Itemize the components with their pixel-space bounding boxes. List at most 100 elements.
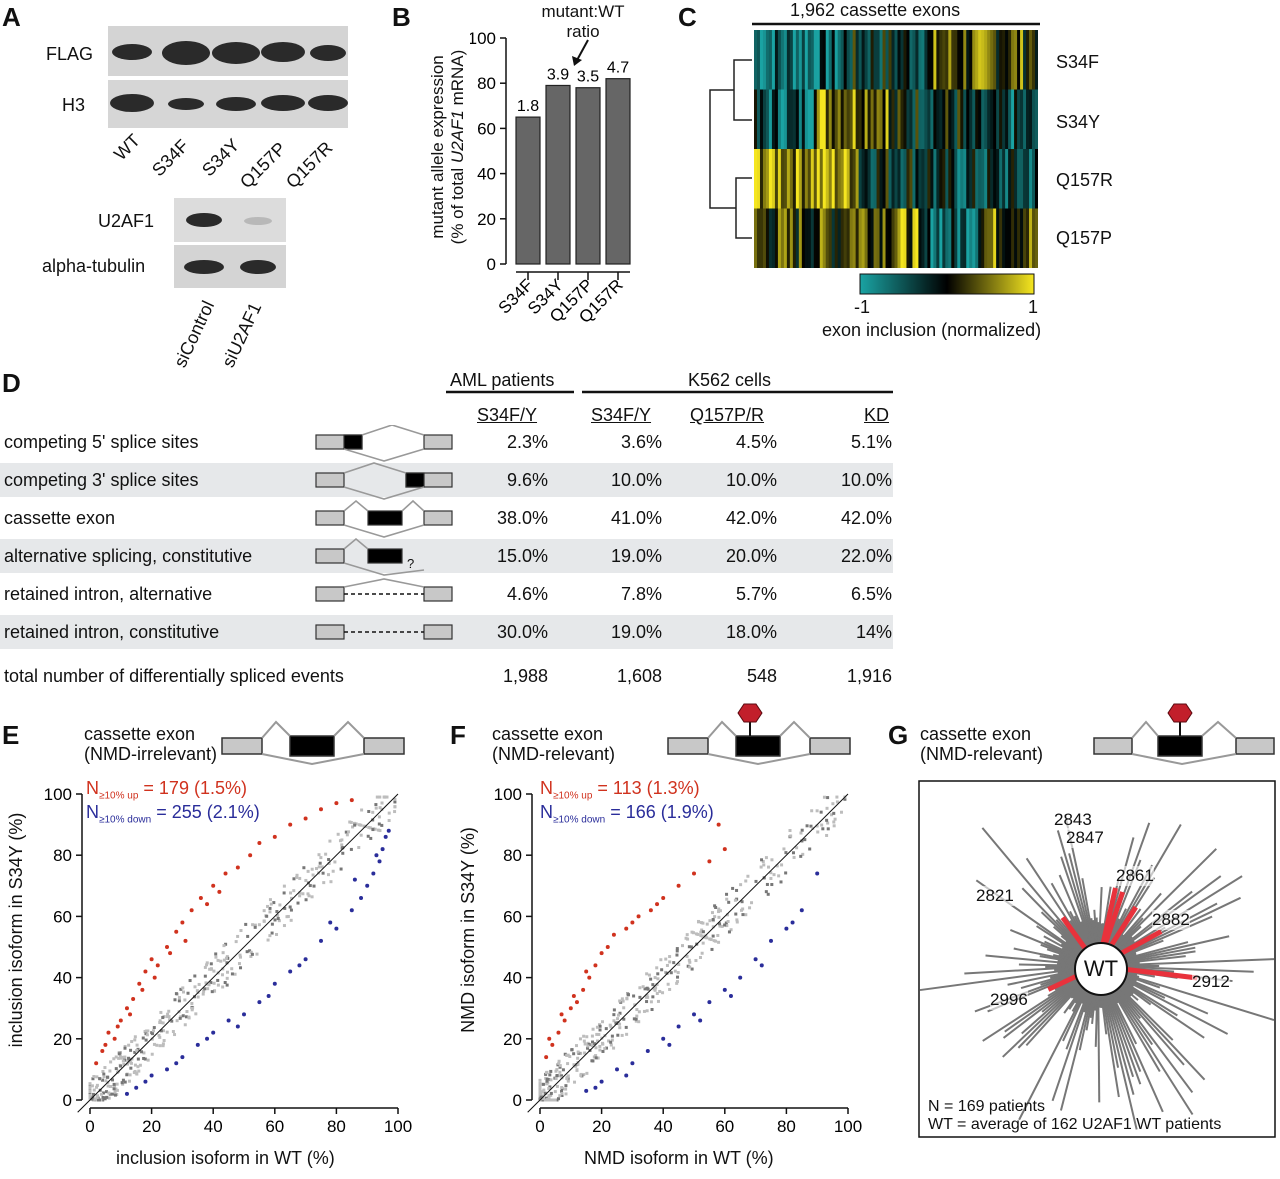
data-point-grey bbox=[140, 1050, 144, 1054]
data-point-grey bbox=[538, 1078, 542, 1082]
heatmap-cell bbox=[792, 89, 797, 150]
data-point-grey bbox=[572, 1063, 576, 1067]
data-point-grey bbox=[714, 939, 718, 943]
data-point-grey bbox=[220, 973, 224, 977]
data-point-grey bbox=[129, 1048, 133, 1052]
data-point bbox=[165, 945, 169, 949]
heatmap-cell bbox=[1032, 149, 1036, 209]
heatmap-cell bbox=[774, 89, 779, 150]
heatmap-cell bbox=[957, 208, 961, 268]
data-point bbox=[235, 865, 240, 870]
scale-min-label: -1 bbox=[854, 297, 871, 317]
data-point bbox=[574, 1000, 579, 1005]
data-point-grey bbox=[130, 1040, 134, 1044]
data-point-grey bbox=[574, 1064, 578, 1068]
data-point-grey bbox=[767, 865, 771, 869]
data-point-grey bbox=[122, 1062, 126, 1066]
heatmap-cell bbox=[861, 149, 866, 209]
data-point-grey bbox=[304, 898, 308, 902]
data-point-grey bbox=[590, 1044, 594, 1048]
data-point-grey bbox=[600, 1041, 604, 1045]
data-point-grey bbox=[717, 940, 721, 944]
data-point bbox=[349, 908, 354, 913]
data-point-grey bbox=[740, 900, 744, 904]
data-point-grey bbox=[610, 1038, 614, 1042]
heatmap-cell bbox=[816, 208, 821, 268]
heatmap-cell bbox=[792, 30, 797, 90]
heatmap-cell bbox=[810, 89, 815, 150]
heatmap-cell bbox=[1026, 149, 1030, 209]
heatmap-cell bbox=[777, 208, 782, 268]
data-point-grey bbox=[212, 981, 216, 985]
data-point bbox=[149, 1073, 154, 1078]
data-point-grey bbox=[759, 865, 763, 869]
heatmap-cell bbox=[885, 30, 890, 90]
data-point-grey bbox=[310, 867, 314, 871]
data-point-grey bbox=[696, 919, 700, 923]
label-2847: 2847 bbox=[1066, 828, 1104, 848]
y-tick-label: 80 bbox=[53, 846, 72, 865]
cassette-exon-diagram-f bbox=[667, 703, 851, 766]
heatmap-cell bbox=[1020, 89, 1024, 150]
data-point-grey bbox=[590, 1040, 594, 1044]
data-point-grey bbox=[647, 973, 651, 977]
heatmap-cell bbox=[921, 30, 925, 90]
data-point-grey bbox=[201, 992, 205, 996]
data-point-grey bbox=[594, 1046, 598, 1050]
data-point-grey bbox=[557, 1074, 561, 1078]
cassette-exon-diagram-e bbox=[221, 720, 405, 766]
data-point-grey bbox=[369, 836, 373, 840]
data-point bbox=[571, 993, 576, 998]
data-point-grey bbox=[111, 1078, 115, 1082]
heatmap-cell bbox=[1014, 208, 1018, 268]
data-point-grey bbox=[764, 856, 768, 860]
heatmap-cell bbox=[1008, 89, 1012, 150]
heatmap-cell bbox=[822, 89, 827, 150]
data-point-grey bbox=[143, 1057, 147, 1061]
data-point-grey bbox=[385, 795, 389, 799]
data-label: 3.5 bbox=[577, 69, 599, 86]
heatmap-cell bbox=[1035, 149, 1038, 209]
heatmap-cell bbox=[765, 208, 770, 268]
data-point-grey bbox=[158, 1044, 162, 1048]
data-point-grey bbox=[592, 1055, 596, 1059]
heatmap-cell bbox=[987, 149, 991, 209]
data-point-grey bbox=[734, 912, 738, 916]
heatmap-cell bbox=[912, 149, 917, 209]
label-2996: 2996 bbox=[990, 990, 1028, 1010]
heatmap-cell bbox=[780, 89, 785, 150]
data-point-grey bbox=[570, 1048, 574, 1052]
data-point-grey bbox=[378, 795, 382, 799]
table-row: retained intron, alternative 4.6% 7.8% 5… bbox=[0, 577, 893, 611]
data-point-grey bbox=[387, 819, 391, 823]
lane-s34y: S34Y bbox=[198, 134, 244, 181]
data-point-grey bbox=[374, 803, 378, 807]
data-point-grey bbox=[315, 867, 319, 871]
heatmap-cell bbox=[918, 30, 923, 90]
panel-d-label: D bbox=[2, 368, 21, 398]
blot-label-h3: H3 bbox=[62, 95, 86, 115]
cell-value: 18.0% bbox=[725, 622, 777, 642]
heatmap-cell bbox=[783, 30, 788, 90]
data-point-grey bbox=[276, 917, 280, 921]
diagonal-line bbox=[77, 793, 399, 1113]
col-header-k562-s34fy: S34F/Y bbox=[591, 405, 652, 425]
data-point-grey bbox=[576, 1050, 580, 1054]
cell-value: 5.1% bbox=[850, 432, 892, 452]
data-point-grey bbox=[225, 983, 229, 987]
heatmap-cell bbox=[897, 208, 902, 268]
data-point-grey bbox=[700, 934, 704, 938]
panel-e-title-line1: cassette exon bbox=[84, 724, 196, 744]
data-point-grey bbox=[653, 988, 657, 992]
data-point-grey bbox=[583, 1042, 587, 1046]
heatmap-cell bbox=[846, 89, 851, 150]
heatmap-cell bbox=[795, 89, 800, 150]
heatmap-cell bbox=[795, 149, 800, 209]
data-point-grey bbox=[225, 955, 229, 959]
heatmap-cell bbox=[756, 149, 761, 209]
data-point-grey bbox=[161, 1029, 165, 1033]
data-point-grey bbox=[541, 1097, 545, 1101]
blot-label-u2af1: U2AF1 bbox=[98, 211, 155, 231]
data-point-grey bbox=[641, 985, 645, 989]
data-point-grey bbox=[770, 883, 774, 887]
